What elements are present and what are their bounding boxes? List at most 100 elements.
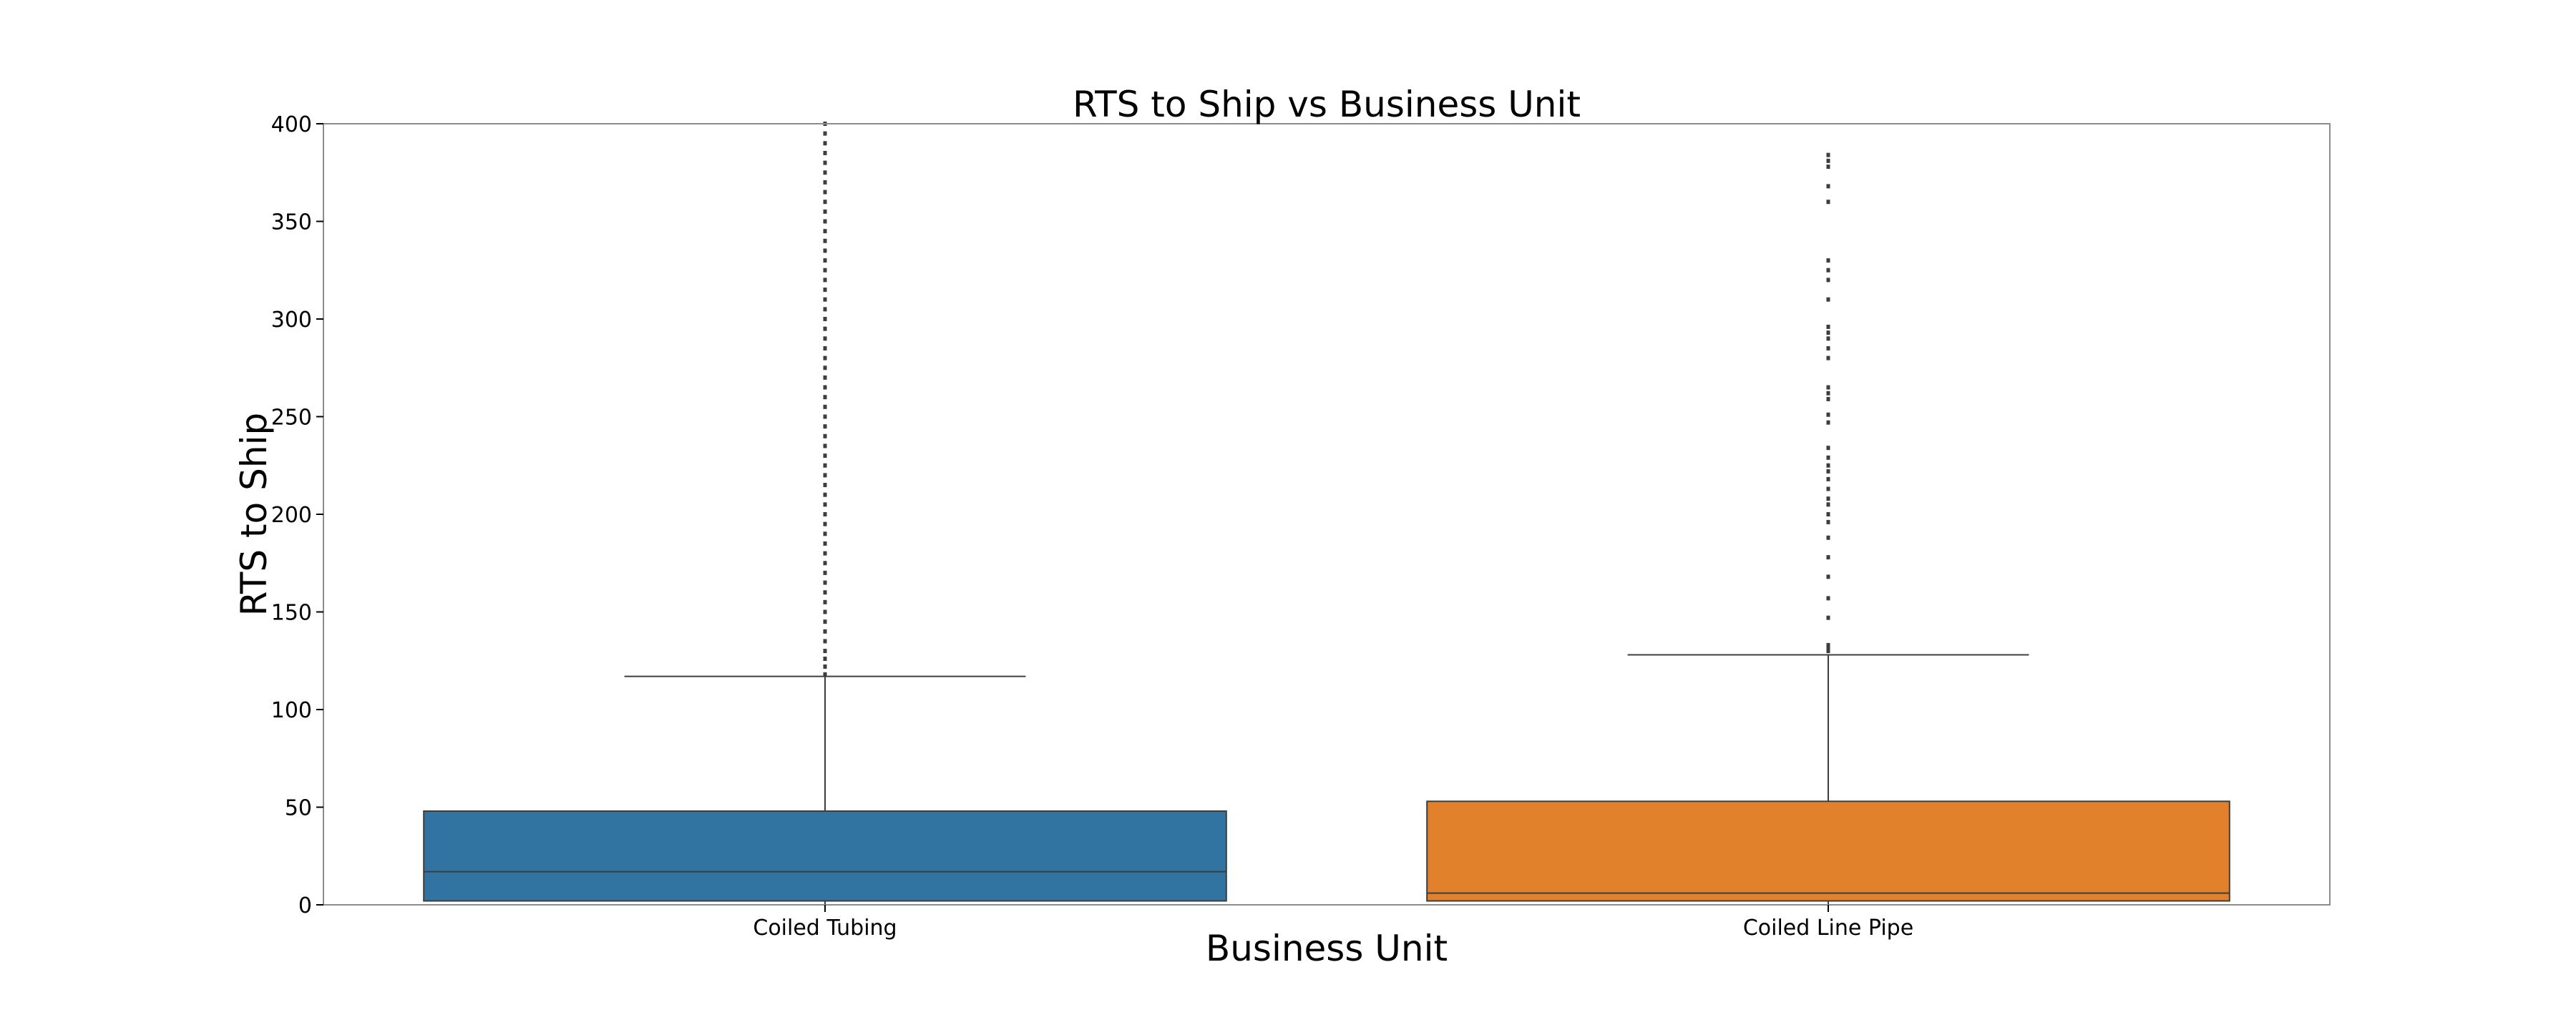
outlier-point <box>823 609 827 614</box>
box-2 <box>1426 152 2230 906</box>
outlier-point <box>1826 469 1830 474</box>
outlier-point <box>823 590 827 595</box>
outlier-point <box>823 580 827 585</box>
outlier-point <box>1826 200 1830 205</box>
outlier-point <box>823 307 827 312</box>
outlier-point <box>1826 502 1830 507</box>
x-axis-ticks: Coiled Tubing Coiled Line Pipe <box>753 905 1913 941</box>
outlier-point <box>823 297 827 302</box>
outlier-point <box>823 170 827 175</box>
outlier-point <box>823 404 827 409</box>
outlier-point <box>823 141 827 146</box>
outlier-point <box>823 599 827 604</box>
outlier-point <box>1826 355 1830 360</box>
outlier-point <box>823 258 827 263</box>
outlier-point <box>823 473 827 478</box>
outlier-point <box>1826 596 1830 601</box>
outlier-point <box>823 268 827 273</box>
y-tick-label: 200 <box>271 503 312 528</box>
outlier-point <box>1826 336 1830 341</box>
outlier-point <box>823 278 827 283</box>
outlier-point <box>1826 297 1830 302</box>
y-axis-ticks: 0 50 100 150 200 250 300 350 400 <box>271 112 323 918</box>
outlier-point <box>823 414 827 419</box>
y-tick-label: 250 <box>271 406 312 431</box>
outlier-point <box>823 629 827 634</box>
y-tick-label: 100 <box>271 698 312 723</box>
y-tick-label: 300 <box>271 308 312 333</box>
outlier-point <box>823 288 827 293</box>
outlier-point <box>823 463 827 468</box>
outlier-point <box>823 355 827 360</box>
outlier-point <box>823 238 827 243</box>
outlier-point <box>823 639 827 644</box>
outlier-point <box>1826 324 1830 329</box>
outlier-point <box>1826 463 1830 468</box>
outlier-point <box>1826 385 1830 390</box>
outlier-point <box>1826 165 1830 170</box>
outlier-point <box>823 512 827 516</box>
outlier-point <box>823 395 827 400</box>
outlier-point <box>823 561 827 566</box>
outlier-point <box>1826 330 1830 335</box>
outlier-point <box>823 131 827 136</box>
outlier-point <box>1826 258 1830 263</box>
outlier-point <box>1826 396 1830 401</box>
outlier-point <box>1826 555 1830 560</box>
chart-title: RTS to Ship vs Business Unit <box>1073 84 1581 125</box>
outlier-point <box>823 190 827 195</box>
outlier-point <box>1826 574 1830 579</box>
outlier-point <box>1826 476 1830 481</box>
box-1 <box>423 122 1227 906</box>
outlier-point <box>1826 649 1830 654</box>
outlier-point <box>1826 184 1830 189</box>
outlier-point <box>823 443 827 448</box>
outlier-point <box>823 502 827 507</box>
outlier-point <box>1826 268 1830 273</box>
outlier-point <box>823 200 827 205</box>
outlier-point <box>1826 345 1830 350</box>
outlier-point <box>823 664 827 669</box>
outlier-point <box>823 619 827 624</box>
iqr-box <box>423 810 1227 902</box>
outlier-point <box>823 541 827 546</box>
outlier-point <box>1826 455 1830 460</box>
y-tick-label: 400 <box>271 112 312 137</box>
x-axis-label: Business Unit <box>1206 928 1448 969</box>
outlier-point <box>1826 519 1830 524</box>
outlier-point <box>1826 496 1830 501</box>
outlier-point <box>823 424 827 429</box>
outlier-point <box>1826 420 1830 425</box>
outlier-point <box>823 570 827 575</box>
iqr-box <box>1426 800 2230 902</box>
outlier-point <box>823 317 827 321</box>
outlier-point <box>823 492 827 497</box>
outlier-point <box>823 521 827 526</box>
outlier-point <box>823 229 827 234</box>
outlier-point <box>1826 152 1830 157</box>
outlier-point <box>1826 615 1830 620</box>
outlier-point <box>1826 535 1830 540</box>
y-tick-label: 350 <box>271 210 312 235</box>
outlier-point <box>823 366 827 371</box>
box-group <box>423 122 2230 906</box>
outlier-point <box>1826 158 1830 163</box>
outlier-point <box>1826 391 1830 396</box>
x-tick-label: Coiled Tubing <box>753 916 897 941</box>
outlier-point <box>823 433 827 438</box>
outlier-point <box>823 649 827 654</box>
outlier-point <box>823 672 827 677</box>
x-tick-label: Coiled Line Pipe <box>1743 916 1913 941</box>
outlier-point <box>823 551 827 556</box>
outlier-point <box>823 531 827 536</box>
outlier-point <box>823 209 827 214</box>
y-tick-label: 150 <box>271 601 312 626</box>
outlier-point <box>823 150 827 155</box>
outlier-point <box>1826 446 1830 451</box>
outlier-point <box>1826 512 1830 516</box>
outlier-point <box>1826 486 1830 491</box>
outlier-point <box>823 326 827 331</box>
outlier-point <box>823 248 827 253</box>
outlier-point <box>1826 412 1830 417</box>
